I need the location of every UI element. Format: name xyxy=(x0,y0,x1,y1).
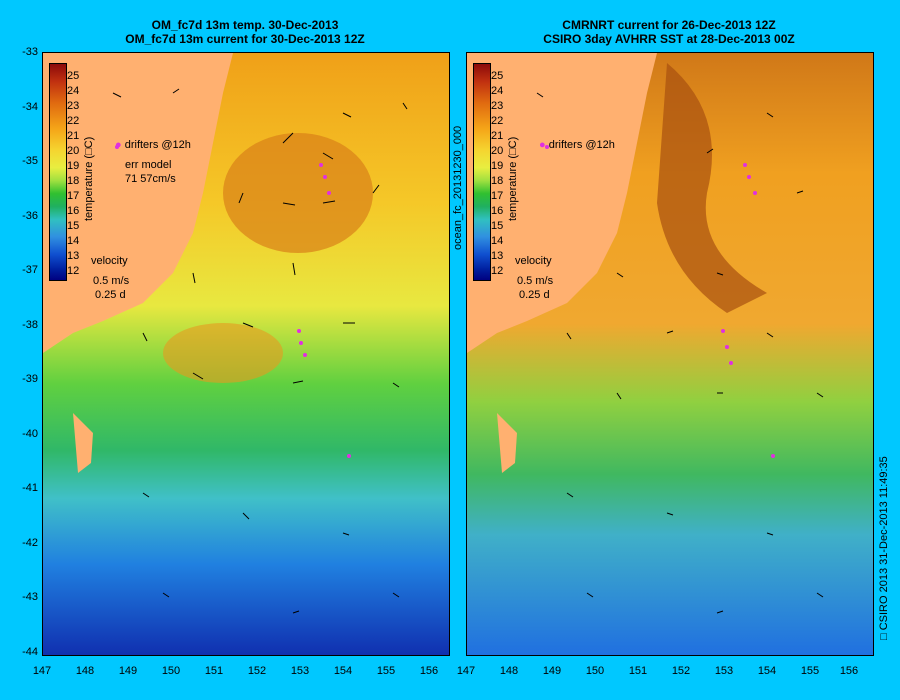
left-title-line1: OM_fc7d 13m temp. 30-Dec-2013 xyxy=(151,18,339,32)
x-tick: 155 xyxy=(376,665,396,677)
y-tick: -41 xyxy=(22,482,38,494)
y-tick: -36 xyxy=(22,210,38,222)
y-tick: -43 xyxy=(22,591,38,603)
velocity-time-left: 0.25 d xyxy=(95,289,126,301)
left-map-panel: 25 24 23 22 21 20 19 18 17 16 15 14 13 1… xyxy=(42,52,450,656)
velocity-arrows-right xyxy=(536,92,824,614)
x-tick: 152 xyxy=(671,665,691,677)
x-tick: 147 xyxy=(32,665,52,677)
velocity-time-right: 0.25 d xyxy=(519,289,550,301)
x-tick: 150 xyxy=(585,665,605,677)
cbar-tick: 20 xyxy=(67,145,80,157)
x-tick: 151 xyxy=(628,665,648,677)
left-title: OM_fc7d 13m temp. 30-Dec-2013 OM_fc7d 13… xyxy=(42,18,448,46)
y-tick: -42 xyxy=(22,537,38,549)
y-tick: -37 xyxy=(22,264,38,276)
err-label: err model xyxy=(125,159,172,171)
cbar-tick: 13 xyxy=(491,250,504,262)
err-value: 71 57cm/s xyxy=(125,173,176,185)
cbar-tick: 17 xyxy=(491,190,504,202)
velocity-label-left: velocity xyxy=(91,255,128,267)
cbar-tick: 19 xyxy=(491,160,504,172)
cbar-tick: 25 xyxy=(491,70,504,82)
right-title-line1: CMRNRT current for 26-Dec-2013 12Z xyxy=(562,18,776,32)
colorbar-left xyxy=(49,63,67,281)
x-tick: 156 xyxy=(839,665,859,677)
cbar-tick: 16 xyxy=(67,205,80,217)
drifter-legend-icon: ● xyxy=(539,139,546,151)
drifters-label: drifters @12h xyxy=(124,139,191,151)
drifter-markers-right xyxy=(545,145,775,458)
colorbar-title-left: temperature (□C) xyxy=(83,136,95,221)
cbar-tick: 15 xyxy=(491,220,504,232)
drifters-legend-right: ● drifters @12h xyxy=(539,139,615,151)
drifters-legend-left: ● drifters @12h xyxy=(115,139,191,151)
x-tick: 154 xyxy=(333,665,353,677)
x-tick: 149 xyxy=(542,665,562,677)
x-tick: 153 xyxy=(290,665,310,677)
cbar-tick: 13 xyxy=(67,250,80,262)
cbar-tick: 16 xyxy=(491,205,504,217)
x-tick: 148 xyxy=(499,665,519,677)
drifter-markers xyxy=(115,145,351,458)
cbar-tick: 21 xyxy=(67,130,80,142)
y-tick: -40 xyxy=(22,428,38,440)
y-tick: -38 xyxy=(22,319,38,331)
y-tick: -34 xyxy=(22,101,38,113)
right-map-svg xyxy=(467,53,873,655)
cbar-tick: 24 xyxy=(67,85,80,97)
x-tick: 154 xyxy=(757,665,777,677)
cbar-tick: 19 xyxy=(67,160,80,172)
x-tick: 153 xyxy=(714,665,734,677)
y-tick: -33 xyxy=(22,46,38,58)
cbar-tick: 24 xyxy=(491,85,504,97)
x-tick: 151 xyxy=(204,665,224,677)
drifter-legend-icon: ● xyxy=(115,139,122,151)
cbar-tick: 15 xyxy=(67,220,80,232)
velocity-label-right: velocity xyxy=(515,255,552,267)
x-tick: 149 xyxy=(118,665,138,677)
cbar-tick: 20 xyxy=(491,145,504,157)
cbar-tick: 23 xyxy=(491,100,504,112)
x-tick: 152 xyxy=(247,665,267,677)
cbar-tick: 12 xyxy=(491,265,504,277)
cbar-tick: 23 xyxy=(67,100,80,112)
x-tick: 150 xyxy=(161,665,181,677)
left-map-svg xyxy=(43,53,449,655)
right-title: CMRNRT current for 26-Dec-2013 12Z CSIRO… xyxy=(466,18,872,46)
middle-side-label: ocean_fc_20131230_000 xyxy=(452,125,464,250)
x-tick: 155 xyxy=(800,665,820,677)
right-map-panel: 25 24 23 22 21 20 19 18 17 16 15 14 13 1… xyxy=(466,52,874,656)
cbar-tick: 22 xyxy=(67,115,80,127)
drifters-label: drifters @12h xyxy=(548,139,615,151)
y-tick: -44 xyxy=(22,646,38,658)
cbar-tick: 14 xyxy=(491,235,504,247)
cbar-tick: 12 xyxy=(67,265,80,277)
left-title-line2: OM_fc7d 13m current for 30-Dec-2013 12Z xyxy=(125,32,365,46)
cbar-tick: 25 xyxy=(67,70,80,82)
x-tick: 147 xyxy=(456,665,476,677)
cbar-tick: 22 xyxy=(491,115,504,127)
velocity-scale-right: 0.5 m/s xyxy=(517,275,554,287)
colorbar-right xyxy=(473,63,491,281)
colorbar-title-right: temperature (□C) xyxy=(507,136,519,221)
cbar-tick: 21 xyxy=(491,130,504,142)
cbar-tick: 18 xyxy=(491,175,504,187)
cbar-tick: 18 xyxy=(67,175,80,187)
cbar-tick: 14 xyxy=(67,235,80,247)
y-tick: -35 xyxy=(22,155,38,167)
right-title-line2: CSIRO 3day AVHRR SST at 28-Dec-2013 00Z xyxy=(543,32,795,46)
x-tick: 156 xyxy=(419,665,439,677)
y-tick: -39 xyxy=(22,373,38,385)
velocity-scale-left: 0.5 m/s xyxy=(93,275,130,287)
x-tick: 148 xyxy=(75,665,95,677)
velocity-arrows xyxy=(112,88,408,614)
cbar-tick: 17 xyxy=(67,190,80,202)
right-side-label: □ CSIRO 2013 31-Dec-2013 11:49:35 xyxy=(878,456,890,640)
